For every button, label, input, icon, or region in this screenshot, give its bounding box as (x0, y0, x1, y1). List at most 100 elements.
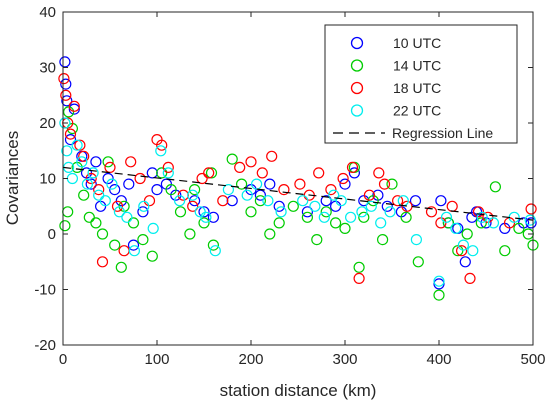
data-point (106, 178, 118, 190)
data-point (440, 211, 453, 223)
data-point (499, 245, 511, 257)
data-point (301, 211, 313, 223)
legend-marker (350, 36, 364, 50)
legend-marker (350, 104, 364, 117)
data-point (177, 189, 189, 201)
data-point (375, 217, 387, 229)
data-point (353, 272, 365, 284)
y-tick-label: 10 (39, 171, 56, 188)
data-points (58, 56, 539, 301)
data-point (384, 206, 396, 218)
data-point (189, 184, 201, 196)
data-point (93, 189, 105, 201)
data-point (297, 195, 309, 207)
data-point (273, 217, 285, 229)
legend: 10 UTC 14 UTC 18 UTC 22 UTC Regression Line (324, 24, 518, 144)
data-point (400, 211, 412, 223)
data-point (461, 228, 473, 240)
data-point (162, 161, 174, 173)
data-point (87, 167, 99, 179)
data-point (410, 234, 422, 246)
data-point (200, 211, 212, 223)
data-point (435, 217, 447, 229)
y-tick-label: 40 (39, 4, 56, 21)
series-0 (59, 56, 537, 290)
data-point (85, 172, 97, 185)
data-point (345, 211, 357, 223)
data-point (330, 217, 342, 229)
data-point (433, 275, 445, 287)
x-axis-ticks: 0 100 200 300 400 500 (59, 12, 546, 368)
legend-label: 14 UTC (393, 58, 441, 74)
data-point (68, 103, 80, 115)
data-point (472, 206, 485, 218)
data-point (348, 167, 360, 179)
data-point (381, 200, 393, 212)
data-point (301, 206, 313, 218)
data-point (76, 156, 88, 168)
data-point (475, 217, 487, 229)
data-point (356, 206, 368, 218)
data-point (174, 206, 187, 218)
x-tick-label: 0 (59, 351, 67, 368)
y-axis-label: Covariances (3, 131, 22, 226)
data-point (60, 89, 72, 101)
data-point (337, 172, 349, 185)
data-point (358, 211, 370, 223)
data-point (456, 245, 468, 257)
data-point (278, 184, 290, 196)
data-point (64, 134, 77, 146)
data-point (59, 220, 71, 232)
data-point (125, 156, 137, 168)
y-tick-label: 30 (39, 60, 56, 77)
x-axis-label: station distance (km) (220, 381, 377, 400)
data-point (111, 200, 124, 212)
y-tick-label: 0 (48, 226, 56, 243)
data-point (311, 234, 323, 246)
data-point (226, 153, 238, 165)
data-point (151, 184, 163, 196)
data-point (222, 184, 234, 196)
data-point (365, 200, 377, 212)
data-point (146, 167, 158, 179)
data-point (209, 245, 221, 257)
data-point (217, 195, 229, 207)
data-point (93, 184, 105, 196)
legend-label: 10 UTC (393, 35, 441, 51)
data-point (127, 217, 140, 229)
data-point (64, 128, 77, 140)
data-point (143, 195, 156, 207)
data-point (433, 289, 445, 301)
data-point (165, 184, 177, 196)
data-point (325, 184, 337, 196)
x-tick-label: 100 (144, 351, 169, 368)
data-point (480, 217, 492, 229)
data-point (346, 161, 359, 173)
data-point (207, 211, 219, 223)
data-point (99, 195, 111, 207)
data-point (487, 217, 500, 229)
data-point (450, 222, 462, 234)
data-point (198, 206, 210, 218)
legend-box (324, 24, 518, 144)
data-point (452, 245, 464, 257)
data-point (121, 211, 133, 223)
data-point (524, 214, 536, 226)
data-point (273, 200, 285, 212)
data-point (513, 222, 525, 234)
data-point (226, 195, 238, 207)
data-point (234, 161, 246, 173)
data-point (266, 150, 278, 162)
data-point (254, 195, 266, 207)
data-point (457, 239, 469, 251)
data-point (378, 178, 391, 190)
series-3 (59, 117, 536, 287)
data-point (203, 167, 215, 179)
y-axis-ticks: -20 -10 0 10 20 30 40 (34, 4, 533, 354)
data-point (313, 167, 325, 179)
data-point (245, 156, 257, 168)
data-point (60, 78, 72, 90)
data-point (81, 178, 94, 190)
data-point (123, 178, 135, 190)
data-point (320, 206, 332, 218)
